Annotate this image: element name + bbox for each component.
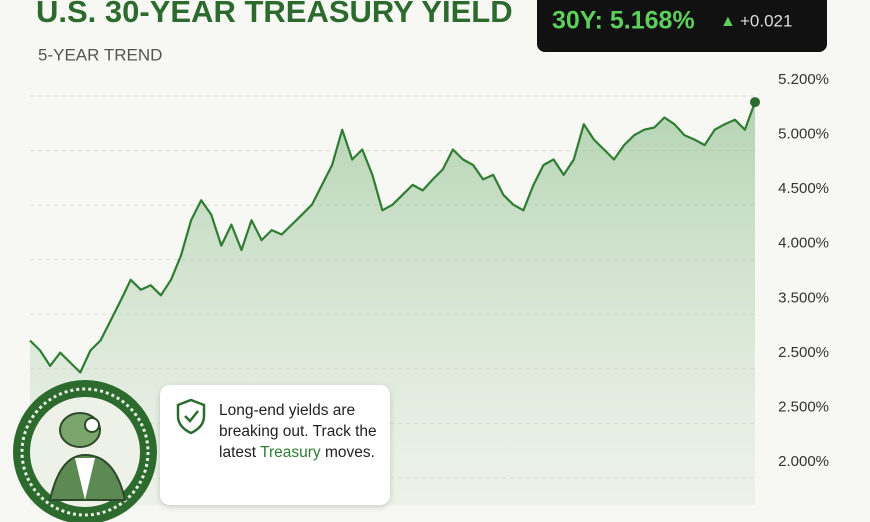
subtitle: 5-YEAR TREND [38, 45, 162, 64]
y-tick-label: 2.500% [778, 344, 829, 361]
badge-value: 30Y: 5.168% [552, 7, 695, 35]
badge [537, 0, 827, 52]
line [29, 101, 757, 374]
shield-icon [176, 398, 206, 435]
y-tick-label: 5.200% [778, 71, 829, 88]
y-tick-label: 5.000% [778, 126, 829, 143]
title: U.S. 30-YEAR TREASURY YIELD [36, 0, 513, 29]
y-tick-label: 4.500% [778, 180, 829, 197]
badge-change: +0.021 [740, 11, 792, 30]
y-tick-label: 2.000% [778, 453, 829, 470]
callout-box [160, 385, 390, 505]
callout-body: Long-end yields are breaking out. Track … [219, 402, 377, 461]
badge-arrow: ▲ [720, 13, 736, 30]
check-icon [184, 410, 199, 423]
callout-link[interactable]: Treasury [260, 444, 321, 461]
y-tick-label: 3.500% [778, 289, 829, 306]
end-point [750, 97, 760, 108]
logo [13, 380, 157, 522]
callout-end: moves. [320, 444, 375, 461]
y-tick-label: 2.500% [778, 398, 829, 415]
y-tick-label: 4.000% [778, 235, 829, 252]
callout-text: Long-end yields are breaking out. Track … [219, 400, 379, 463]
